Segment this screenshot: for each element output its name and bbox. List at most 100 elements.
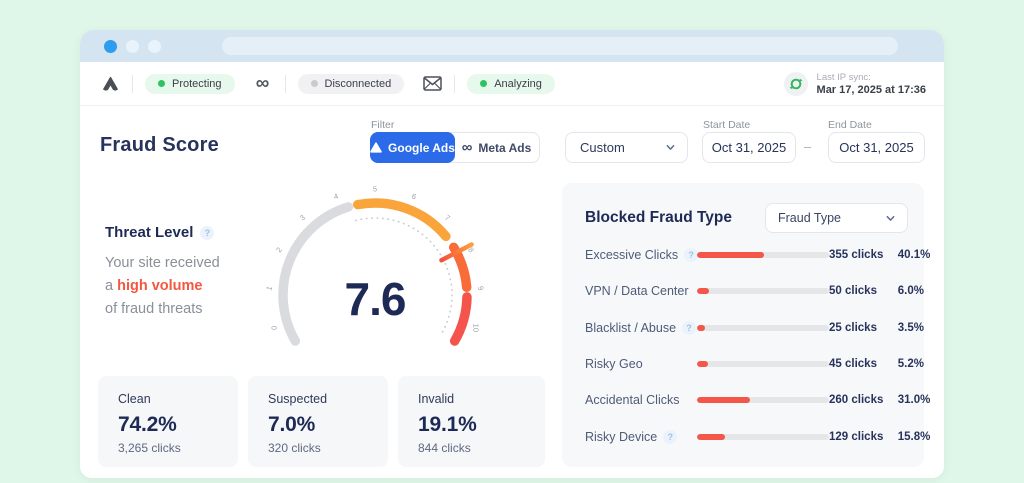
panel-title: Blocked Fraud Type xyxy=(585,209,732,226)
status-dot-green xyxy=(158,80,165,87)
sync-refresh-icon[interactable] xyxy=(783,71,808,96)
fraud-rows: Excessive Clicks? 355 clicks 40.1% VPN / Da… xyxy=(562,233,930,455)
gauge-tick-label: 8 xyxy=(466,246,476,255)
end-date-input[interactable]: Oct 31, 2025 xyxy=(828,132,925,163)
window-dot-active[interactable] xyxy=(104,39,117,53)
gauge-tick-label: 2 xyxy=(274,246,284,255)
start-date-label: Start Date xyxy=(703,119,751,131)
filter-google-ads-button[interactable]: Google Ads xyxy=(370,132,455,163)
ads-filter-segmented: Google Ads ∞ Meta Ads xyxy=(370,132,540,163)
clicks-percent: 5.2% xyxy=(897,358,924,371)
google-status-label: Protecting xyxy=(172,77,222,90)
filter-meta-ads-button[interactable]: ∞ Meta Ads xyxy=(454,133,539,162)
fraud-type-select[interactable]: Fraud Type xyxy=(765,203,908,233)
date-separator: – xyxy=(804,139,812,154)
threat-level-block: Threat Level ? Your site received a high… xyxy=(105,224,265,321)
threat-line2-prefix: a xyxy=(105,278,118,294)
gauge-tick-label: 6 xyxy=(411,192,418,202)
fraud-bar-fill xyxy=(697,361,708,368)
help-icon[interactable]: ? xyxy=(684,248,699,263)
window-dot[interactable] xyxy=(126,39,139,53)
google-ads-icon-white xyxy=(370,142,382,153)
stat-value: 7.0% xyxy=(268,413,316,436)
fraud-bar-fill xyxy=(697,433,726,440)
filter-label: Filter xyxy=(371,119,395,131)
url-bar[interactable] xyxy=(222,37,898,55)
gauge-tick-label: 1 xyxy=(264,285,274,292)
fraud-bar-track xyxy=(697,397,829,404)
meta-icon: ∞ xyxy=(461,139,473,156)
status-toolbar: Protecting ∞ Disconnected Analyzing xyxy=(80,62,944,106)
browser-chrome xyxy=(80,30,944,62)
fraud-type-label: Excessive Clicks xyxy=(585,248,679,263)
sync-timestamp: Mar 17, 2025 at 17:36 xyxy=(816,83,926,96)
gauge-tick-label: 4 xyxy=(333,192,340,202)
date-range-select[interactable]: Custom xyxy=(565,132,688,163)
gauge-tick-label: 3 xyxy=(298,213,307,223)
clicks-percent: 31.0% xyxy=(897,394,931,407)
fraud-type-label: Accidental Clicks xyxy=(585,393,680,408)
browser-window: Protecting ∞ Disconnected Analyzing xyxy=(80,30,944,478)
fraud-type-row: Risky Device? 129 clicks 15.8% xyxy=(585,418,930,454)
filter-meta-ads-label: Meta Ads xyxy=(478,140,532,155)
dashboard-content: Fraud Score Filter Google Ads ∞ Meta Ads… xyxy=(80,106,944,478)
sync-label: Last IP sync: xyxy=(816,71,871,83)
threat-highlight: high volume xyxy=(117,278,203,294)
fraud-type-label: Blacklist / Abuse xyxy=(585,320,677,335)
help-icon[interactable]: ? xyxy=(682,320,697,335)
clicks-percent: 6.0% xyxy=(897,285,924,298)
fraud-type-row: Accidental Clicks 260 clicks 31.0% xyxy=(585,382,930,418)
gauge-tick-label: 5 xyxy=(373,185,377,194)
toolbar-divider xyxy=(454,74,456,93)
start-date-input[interactable]: Oct 31, 2025 xyxy=(702,132,796,163)
gauge-tick-label: 9 xyxy=(476,285,486,292)
window-dot[interactable] xyxy=(148,39,161,53)
gauge-segment xyxy=(353,198,451,242)
fraud-type-row: Risky Geo 45 clicks 5.2% xyxy=(585,346,924,382)
fraud-score-gauge: 0 1 2 3 4 5 6 7 8 9 10 7.6 xyxy=(250,185,500,370)
threat-level-title: Threat Level xyxy=(105,224,194,241)
window-controls xyxy=(104,39,161,53)
gauge-value: 7.6 xyxy=(345,273,406,325)
meta-status-label: Disconnected xyxy=(324,77,392,90)
google-ads-icon xyxy=(100,74,120,94)
stat-card-clean: Clean 74.2% 3,265 clicks xyxy=(98,376,238,467)
fraud-bar-track xyxy=(697,252,829,259)
threat-line1: Your site received xyxy=(105,255,220,271)
gauge-needle xyxy=(439,242,474,263)
clicks-percent: 40.1% xyxy=(897,249,931,262)
email-status-label: Analyzing xyxy=(494,77,542,90)
gauge-segment xyxy=(449,292,472,346)
stat-card-invalid: Invalid 19.1% 844 clicks xyxy=(398,376,545,467)
email-status-badge: Analyzing xyxy=(467,73,555,94)
fraud-bar-fill xyxy=(697,252,765,259)
ip-sync-info: Last IP sync: Mar 17, 2025 at 17:36 xyxy=(783,71,926,96)
stat-card-suspected: Suspected 7.0% 320 clicks xyxy=(248,376,388,467)
stat-value: 74.2% xyxy=(118,413,177,436)
clicks-count: 45 clicks xyxy=(829,358,877,371)
stat-label: Invalid xyxy=(418,392,455,406)
help-icon[interactable]: ? xyxy=(200,225,215,240)
clicks-count: 260 clicks xyxy=(829,394,884,407)
gauge-tick-label: 0 xyxy=(270,326,279,330)
clicks-count: 129 clicks xyxy=(829,430,884,443)
fraud-bar-track xyxy=(697,324,829,331)
stat-label: Clean xyxy=(118,392,151,406)
status-dot-green xyxy=(480,80,488,87)
fraud-type-label: VPN / Data Center xyxy=(585,284,689,299)
toolbar-divider xyxy=(284,74,286,93)
fraud-bar-fill xyxy=(697,397,750,404)
clicks-count: 50 clicks xyxy=(829,285,877,298)
clicks-percent: 3.5% xyxy=(897,321,924,334)
status-dot-gray xyxy=(310,80,318,87)
gauge-segment xyxy=(278,202,354,346)
stat-clicks: 320 clicks xyxy=(268,441,321,455)
clicks-percent: 15.8% xyxy=(897,430,931,443)
stat-clicks: 844 clicks xyxy=(418,441,471,455)
page-title: Fraud Score xyxy=(100,134,219,156)
fraud-type-row: Blacklist / Abuse? 25 clicks 3.5% xyxy=(585,310,924,346)
fraud-bar-track xyxy=(697,433,829,440)
fraud-type-label: Risky Device xyxy=(585,429,658,444)
help-icon[interactable]: ? xyxy=(663,429,678,444)
